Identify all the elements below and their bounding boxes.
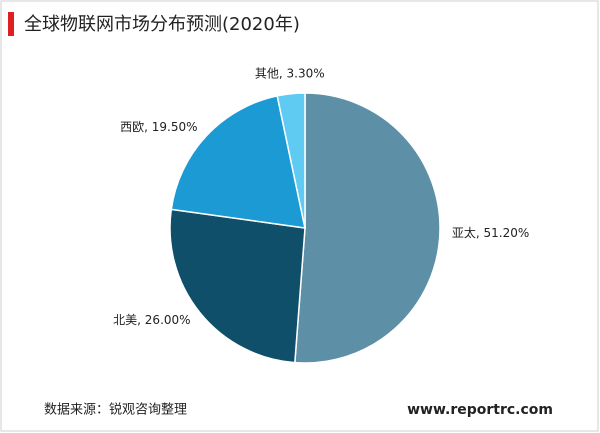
slice-label: 西欧, 19.50% xyxy=(120,120,197,134)
slice-label: 亚太, 51.20% xyxy=(452,225,529,240)
title-accent xyxy=(8,12,14,36)
slice-label: 北美, 26.00% xyxy=(113,313,190,327)
pie-slice xyxy=(294,92,441,364)
slice-label: 其他, 3.30% xyxy=(255,66,325,80)
website: www.reportrc.com xyxy=(407,402,553,418)
pie-slice xyxy=(170,95,306,229)
source-note: 数据来源：锐观咨询整理 xyxy=(44,403,187,418)
pie-slice xyxy=(169,208,306,364)
pie-slice xyxy=(276,92,306,229)
chart-title: 全球物联网市场分布预测(2020年) xyxy=(24,14,300,35)
